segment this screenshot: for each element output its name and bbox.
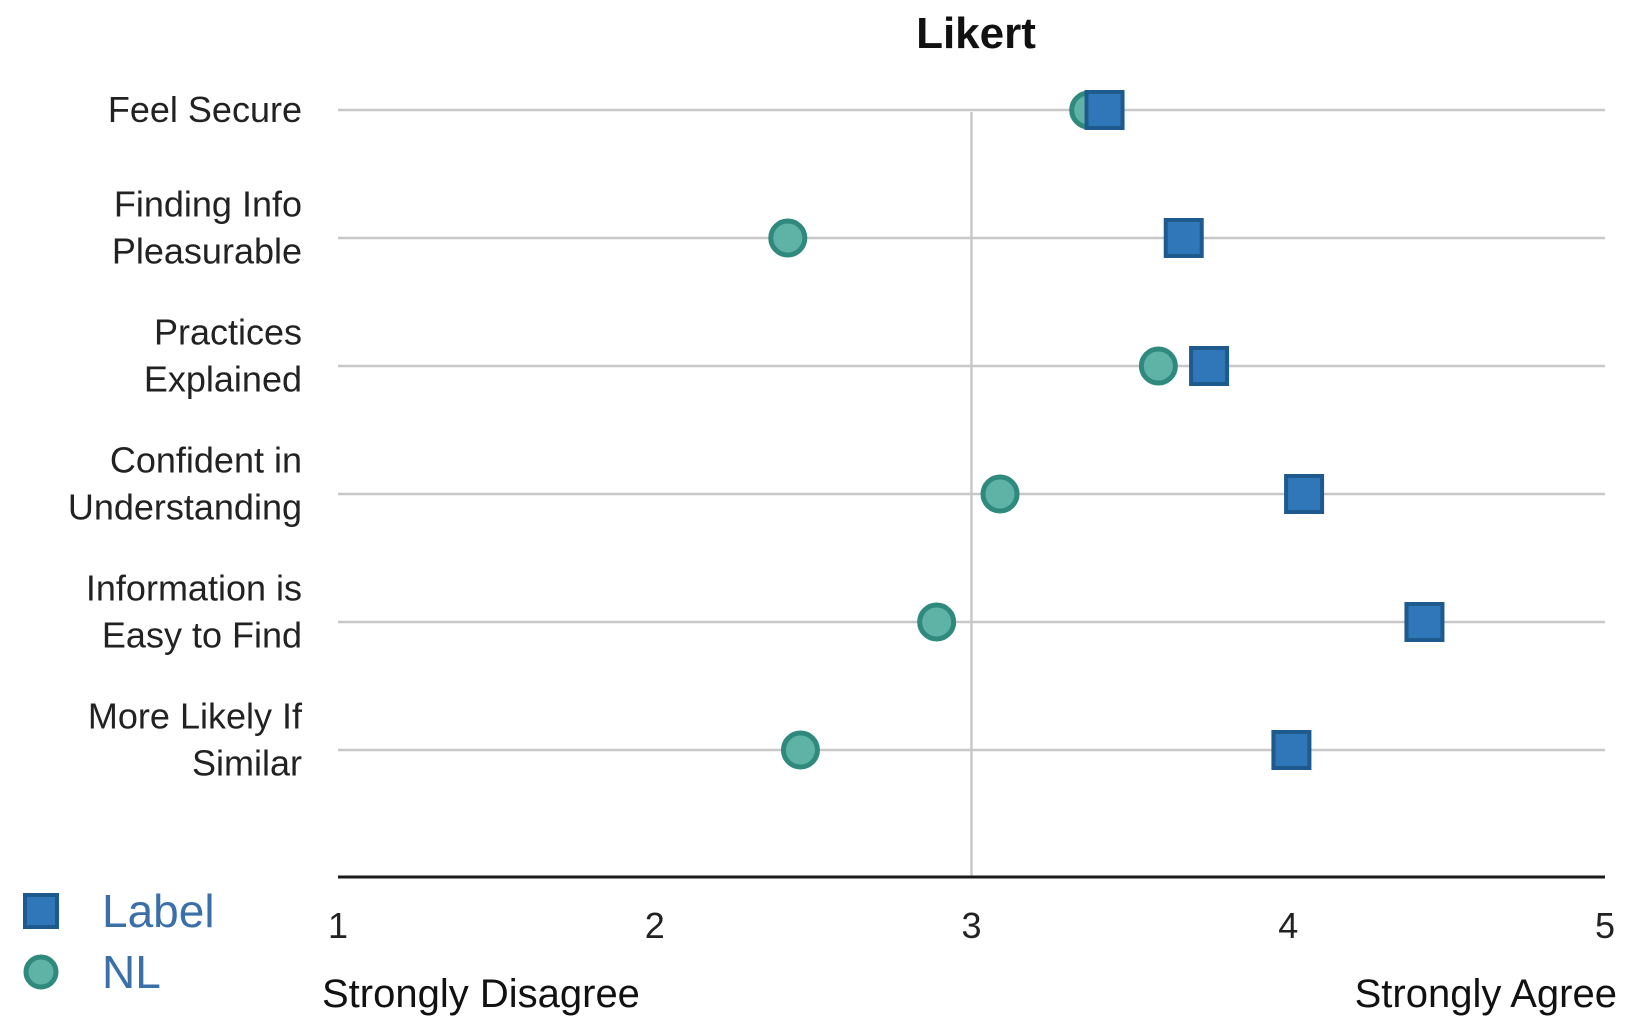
label-legend-label: Label (102, 885, 215, 937)
x-tick-labels: 1 2 3 4 5 (328, 905, 1615, 946)
label-point (1163, 218, 1204, 258)
nl-point (768, 218, 808, 258)
category-label: More Likely If Similar (88, 696, 303, 784)
x-scale-left-label: Strongly Disagree (322, 972, 640, 1016)
nl-point (980, 474, 1020, 514)
grid-layer (338, 108, 1605, 879)
x-tick-label: 5 (1595, 905, 1615, 946)
category-labels: Feel Secure Finding Info Pleasurable Practi… (68, 89, 303, 784)
category-label: Feel Secure (108, 89, 302, 130)
x-tick-label: 3 (961, 905, 981, 946)
x-tick-label: 1 (328, 905, 348, 946)
category-label: Information is Easy to Find (86, 568, 302, 656)
category-label: Practices Explained (144, 312, 302, 400)
x-tick-label: 2 (645, 905, 665, 946)
x-scale-right-label: Strongly Agree (1355, 972, 1617, 1016)
label-legend-marker (23, 893, 59, 929)
label-point (1284, 474, 1325, 514)
chart-title: Likert (916, 9, 1036, 58)
label-point (1084, 90, 1125, 130)
label-point (1404, 602, 1445, 642)
x-tick-label: 4 (1278, 905, 1298, 946)
label-point (1271, 730, 1312, 770)
data-points (768, 90, 1445, 770)
nl-point (780, 730, 820, 770)
nl-legend-label: NL (102, 946, 161, 998)
nl-legend-marker (23, 954, 59, 990)
nl-point (917, 602, 957, 642)
category-label: Finding Info Pleasurable (112, 184, 302, 272)
label-point (1189, 346, 1230, 386)
nl-point (1138, 346, 1178, 386)
legend: Label NL (23, 885, 215, 998)
category-label: Confident in Understanding (68, 440, 302, 528)
